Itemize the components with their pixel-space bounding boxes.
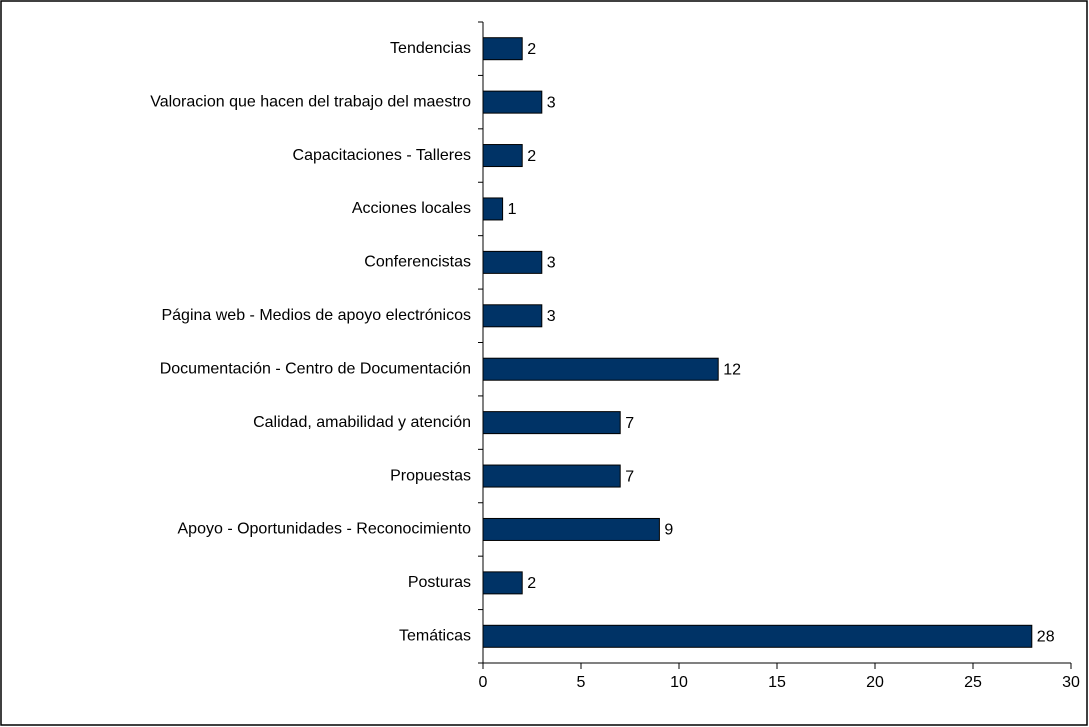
bar (482, 357, 719, 381)
y-tick-label: Página web - Medios de apoyo electrónico… (161, 307, 471, 324)
y-tick-label: Propuestas (390, 467, 471, 484)
bar (482, 517, 660, 541)
y-tick-label: Capacitaciones - Talleres (293, 147, 471, 164)
y-tick-label: Apoyo - Oportunidades - Reconocimiento (178, 521, 472, 538)
y-tick-label: Acciones locales (352, 200, 471, 217)
x-tick-label: 0 (479, 674, 488, 691)
value-label: 7 (625, 468, 634, 485)
x-tick-label: 25 (964, 674, 982, 691)
value-label: 2 (527, 148, 536, 165)
x-tick-label: 15 (768, 674, 786, 691)
bar (482, 624, 1033, 648)
y-tick-label: Tendencias (390, 40, 471, 57)
x-tick-label: 20 (866, 674, 884, 691)
y-tick-label: Calidad, amabilidad y atención (253, 414, 471, 431)
bar (482, 464, 621, 488)
y-tick-label: Temáticas (399, 628, 471, 645)
bar (482, 411, 621, 435)
bar (482, 571, 523, 595)
x-tick-label: 5 (577, 674, 586, 691)
x-tick-label: 10 (670, 674, 688, 691)
value-label: 2 (527, 41, 536, 58)
bar (482, 90, 543, 114)
value-label: 12 (723, 361, 741, 378)
bar (482, 197, 504, 221)
y-tick-label: Conferencistas (364, 254, 471, 271)
x-tick-label: 30 (1062, 674, 1080, 691)
value-label: 3 (547, 255, 556, 272)
value-label: 3 (547, 94, 556, 111)
bar (482, 304, 543, 328)
value-label: 3 (547, 308, 556, 325)
bar (482, 250, 543, 274)
value-label: 2 (527, 575, 536, 592)
value-label: 1 (508, 201, 517, 218)
value-label: 28 (1037, 629, 1055, 646)
y-tick-label: Valoracion que hacen del trabajo del mae… (150, 93, 471, 110)
y-tick-label: Posturas (408, 574, 471, 591)
bar (482, 37, 523, 61)
value-label: 7 (625, 415, 634, 432)
y-tick-label: Documentación - Centro de Documentación (160, 360, 471, 377)
bar (482, 144, 523, 168)
value-label: 9 (664, 522, 673, 539)
